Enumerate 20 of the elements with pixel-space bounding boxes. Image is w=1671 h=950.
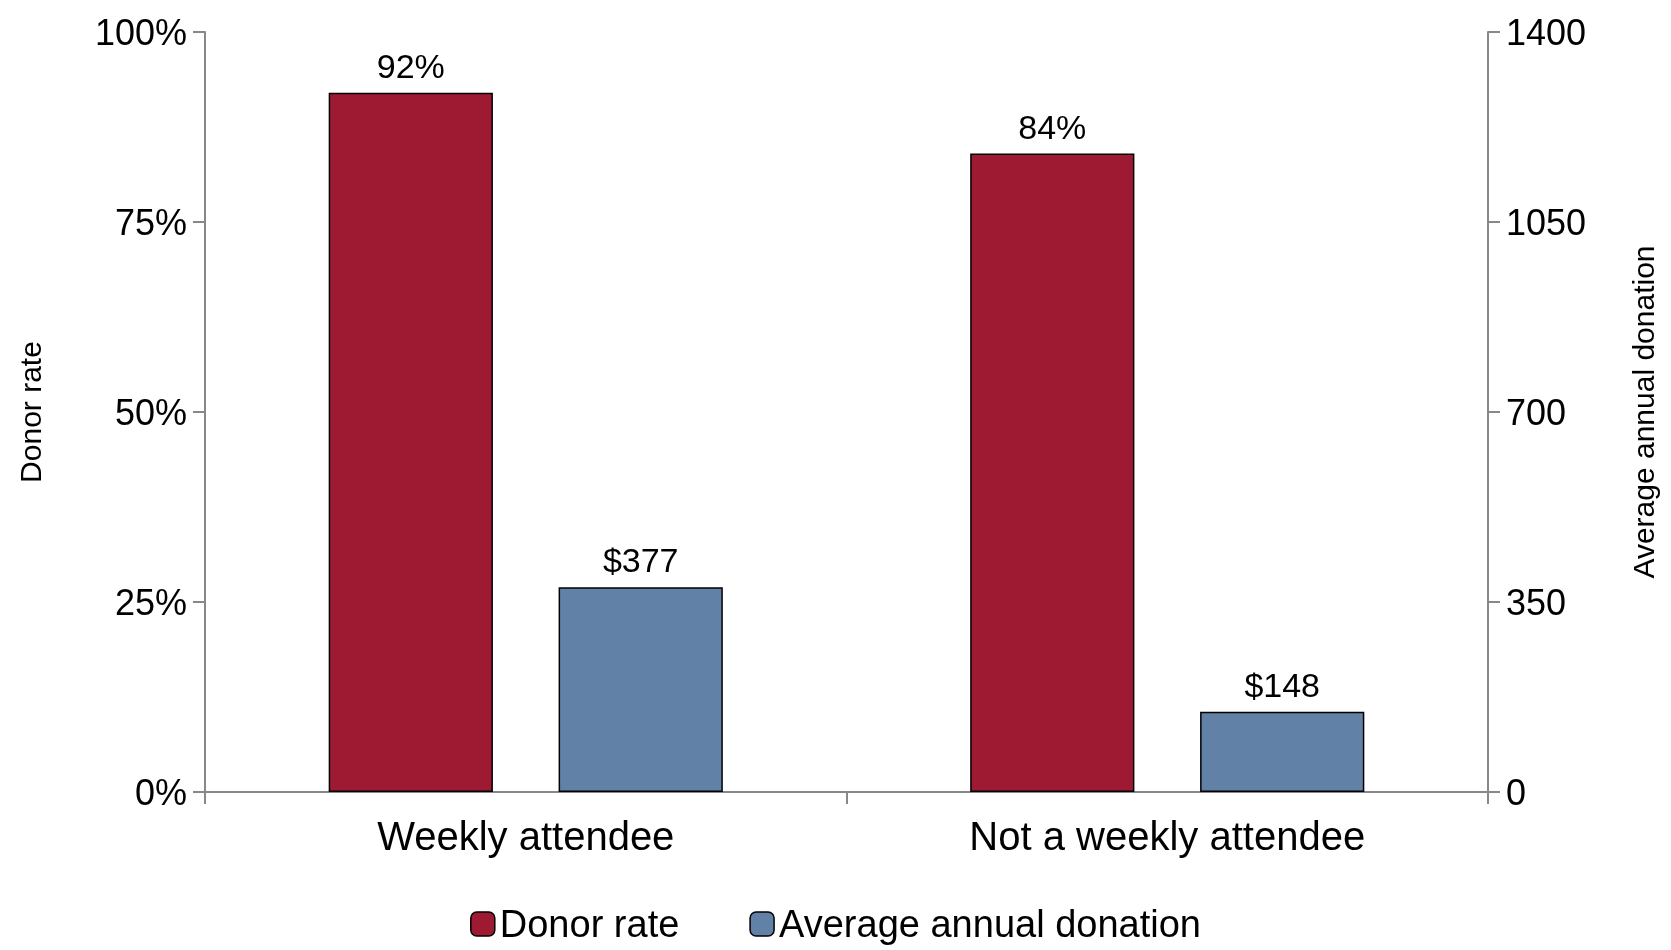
legend-label: Average annual donation <box>779 903 1201 945</box>
legend-label: Donor rate <box>499 903 680 945</box>
data-label: 92% <box>376 46 445 85</box>
y-tick-label: 25% <box>114 581 187 623</box>
y-axis-title: Donor rate <box>13 341 47 483</box>
y-tick-label: 0% <box>134 771 187 813</box>
y-tick-label: 100% <box>94 11 187 53</box>
y2-tick-label: 1400 <box>1506 11 1587 53</box>
y-tick-label: 75% <box>114 201 187 243</box>
y2-tick-label: 1050 <box>1506 201 1587 243</box>
data-label: $377 <box>602 541 679 580</box>
y2-axis-title: Average annual donation <box>1626 245 1660 579</box>
y-tick-label: 50% <box>114 391 187 433</box>
y2-tick-label: 0 <box>1506 771 1527 813</box>
data-label: 84% <box>1018 107 1087 146</box>
x-tick-label: Weekly attendee <box>377 814 675 858</box>
x-tick-label: Not a weekly attendee <box>969 814 1366 858</box>
y2-tick-label: 350 <box>1506 581 1567 623</box>
y2-tick-label: 700 <box>1506 391 1567 433</box>
data-label: $148 <box>1244 665 1321 704</box>
